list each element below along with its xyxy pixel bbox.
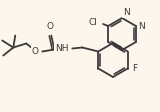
Text: F: F	[132, 64, 137, 73]
Text: NH: NH	[55, 44, 68, 53]
Text: N: N	[138, 22, 145, 30]
Text: Cl: Cl	[88, 17, 97, 27]
Text: O: O	[47, 22, 54, 30]
Text: O: O	[31, 47, 38, 56]
Text: N: N	[123, 8, 130, 17]
